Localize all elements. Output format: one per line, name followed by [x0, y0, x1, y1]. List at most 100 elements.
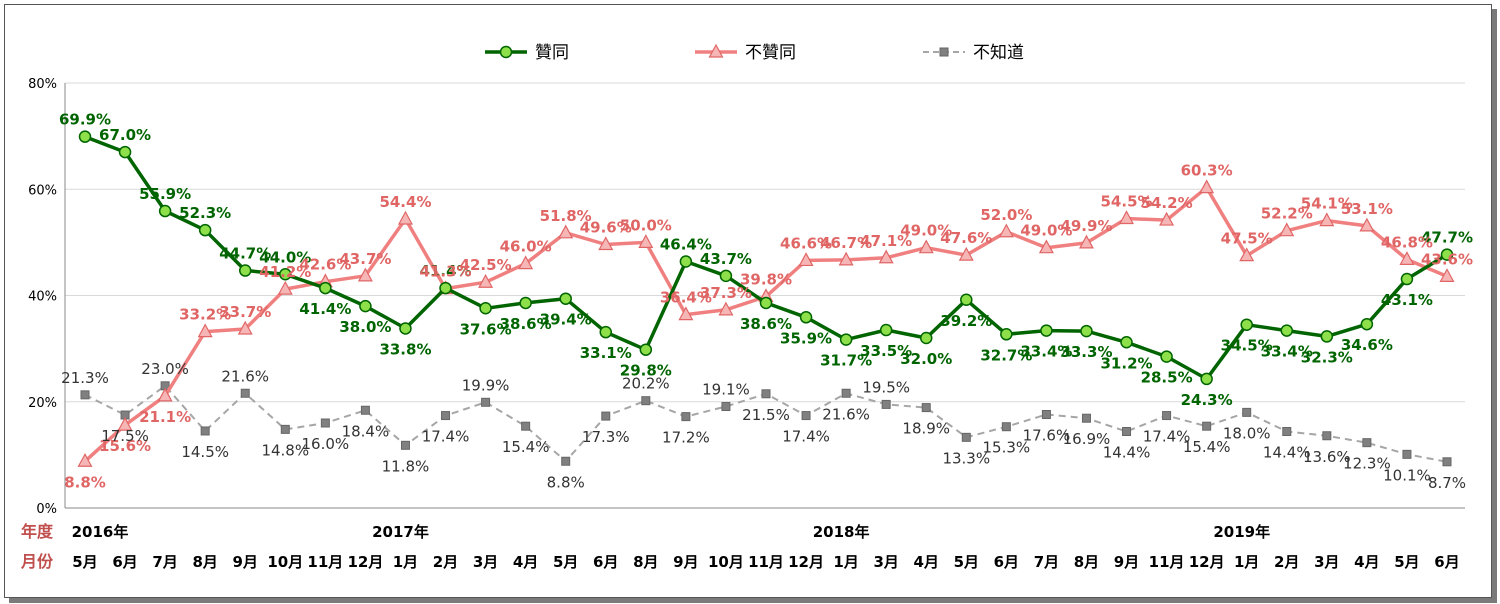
- data-point: [1400, 272, 1414, 286]
- data-point: [998, 223, 1014, 238]
- data-label: 38.6%: [740, 315, 792, 333]
- data-label: 21.6%: [221, 367, 269, 385]
- data-label: 34.5%: [1221, 337, 1273, 355]
- data-point: [881, 399, 891, 409]
- month-label: 9月: [673, 553, 698, 571]
- data-label: 54.1%: [1301, 195, 1353, 213]
- data-label: 41.2%: [259, 263, 311, 281]
- month-label: 6月: [593, 553, 618, 571]
- data-point: [1119, 210, 1135, 225]
- data-label: 14.4%: [1263, 444, 1311, 462]
- data-label: 53.1%: [1341, 200, 1393, 218]
- data-point: [1120, 336, 1133, 349]
- data-label: 52.0%: [980, 206, 1032, 224]
- data-point: [1442, 457, 1452, 467]
- data-point: [519, 296, 532, 310]
- data-label: 16.0%: [302, 435, 350, 453]
- data-point: [400, 440, 410, 450]
- data-label: 54.4%: [379, 193, 431, 211]
- data-point: [359, 299, 372, 313]
- data-point: [639, 343, 653, 356]
- series-lines: [77, 130, 1455, 467]
- legend-marker: [499, 45, 513, 59]
- data-point: [638, 234, 654, 248]
- data-point: [958, 246, 974, 261]
- data-label: 69.9%: [59, 111, 111, 129]
- legend-marker: [708, 43, 724, 58]
- month-label: 3月: [1314, 553, 1339, 571]
- data-point: [1080, 324, 1093, 338]
- data-label: 39.8%: [740, 271, 792, 289]
- data-point: [521, 421, 531, 431]
- data-label: 38.6%: [500, 315, 552, 333]
- y-tick-label: 0%: [36, 502, 57, 517]
- data-label: 13.6%: [1303, 448, 1351, 466]
- data-label: 46.4%: [660, 236, 712, 254]
- data-point: [78, 130, 92, 143]
- data-label: 33.7%: [219, 303, 271, 321]
- data-label: 46.8%: [1381, 233, 1433, 251]
- data-label: 28.5%: [1141, 369, 1193, 387]
- data-label: 14.5%: [181, 443, 229, 461]
- data-label: 13.3%: [942, 449, 990, 467]
- data-label: 15.6%: [99, 437, 151, 455]
- data-label: 18.0%: [1223, 424, 1271, 442]
- data-point: [879, 323, 893, 337]
- data-point: [197, 323, 213, 338]
- data-point: [878, 249, 894, 264]
- data-label: 17.4%: [782, 428, 830, 446]
- data-label: 47.5%: [1221, 230, 1273, 248]
- month-label: 10月: [267, 553, 303, 571]
- data-label: 18.4%: [342, 422, 390, 440]
- data-point: [1202, 421, 1212, 431]
- month-label: 12月: [1189, 553, 1225, 571]
- month-label: 6月: [994, 553, 1019, 571]
- month-label: 5月: [954, 553, 979, 571]
- data-point: [1001, 422, 1011, 432]
- data-point: [360, 405, 370, 415]
- data-point: [1320, 330, 1334, 343]
- data-point: [759, 296, 773, 310]
- data-point: [479, 302, 492, 315]
- data-label: 21.3%: [61, 369, 109, 387]
- data-label: 37.6%: [460, 320, 512, 338]
- data-point: [1000, 328, 1013, 341]
- month-label: 4月: [513, 553, 538, 571]
- data-label: 51.8%: [540, 207, 592, 225]
- data-label: 54.2%: [1141, 194, 1193, 212]
- month-label: 6月: [1434, 553, 1459, 571]
- data-point: [1159, 211, 1175, 226]
- data-label: 35.9%: [780, 329, 832, 347]
- data-label: 18.9%: [902, 420, 950, 438]
- data-point: [798, 252, 814, 267]
- data-label: 43.7%: [700, 250, 752, 268]
- data-point: [518, 255, 534, 270]
- data-point: [237, 320, 253, 335]
- y-tick-label: 40%: [28, 290, 57, 305]
- y-tick-label: 60%: [28, 183, 57, 198]
- data-label: 67.0%: [99, 126, 151, 144]
- data-point: [481, 397, 491, 407]
- month-label: 1月: [393, 553, 418, 571]
- data-label: 33.3%: [1060, 343, 1112, 361]
- data-label: 10.1%: [1383, 466, 1431, 484]
- legend-label: 贊同: [535, 43, 569, 63]
- data-label: 8.7%: [1428, 474, 1466, 492]
- data-label: 16.9%: [1063, 430, 1111, 448]
- data-point: [397, 210, 413, 225]
- data-point: [801, 411, 811, 421]
- data-label: 17.4%: [422, 428, 470, 446]
- data-label: 33.4%: [1261, 343, 1313, 361]
- data-label: 17.6%: [1023, 427, 1071, 445]
- data-label: 46.6%: [780, 234, 832, 252]
- year-label: 2017年: [372, 523, 429, 541]
- month-label: 1月: [1234, 553, 1259, 571]
- month-label: 1月: [833, 553, 858, 571]
- month-label: 7月: [152, 553, 177, 571]
- data-point: [1399, 251, 1415, 265]
- data-label: 14.8%: [261, 441, 309, 459]
- data-point: [1362, 438, 1372, 448]
- y-axis: 0% 20% 40% 60% 80%: [28, 77, 66, 517]
- data-label: 39.4%: [540, 311, 592, 329]
- data-label: 49.9%: [1060, 217, 1112, 235]
